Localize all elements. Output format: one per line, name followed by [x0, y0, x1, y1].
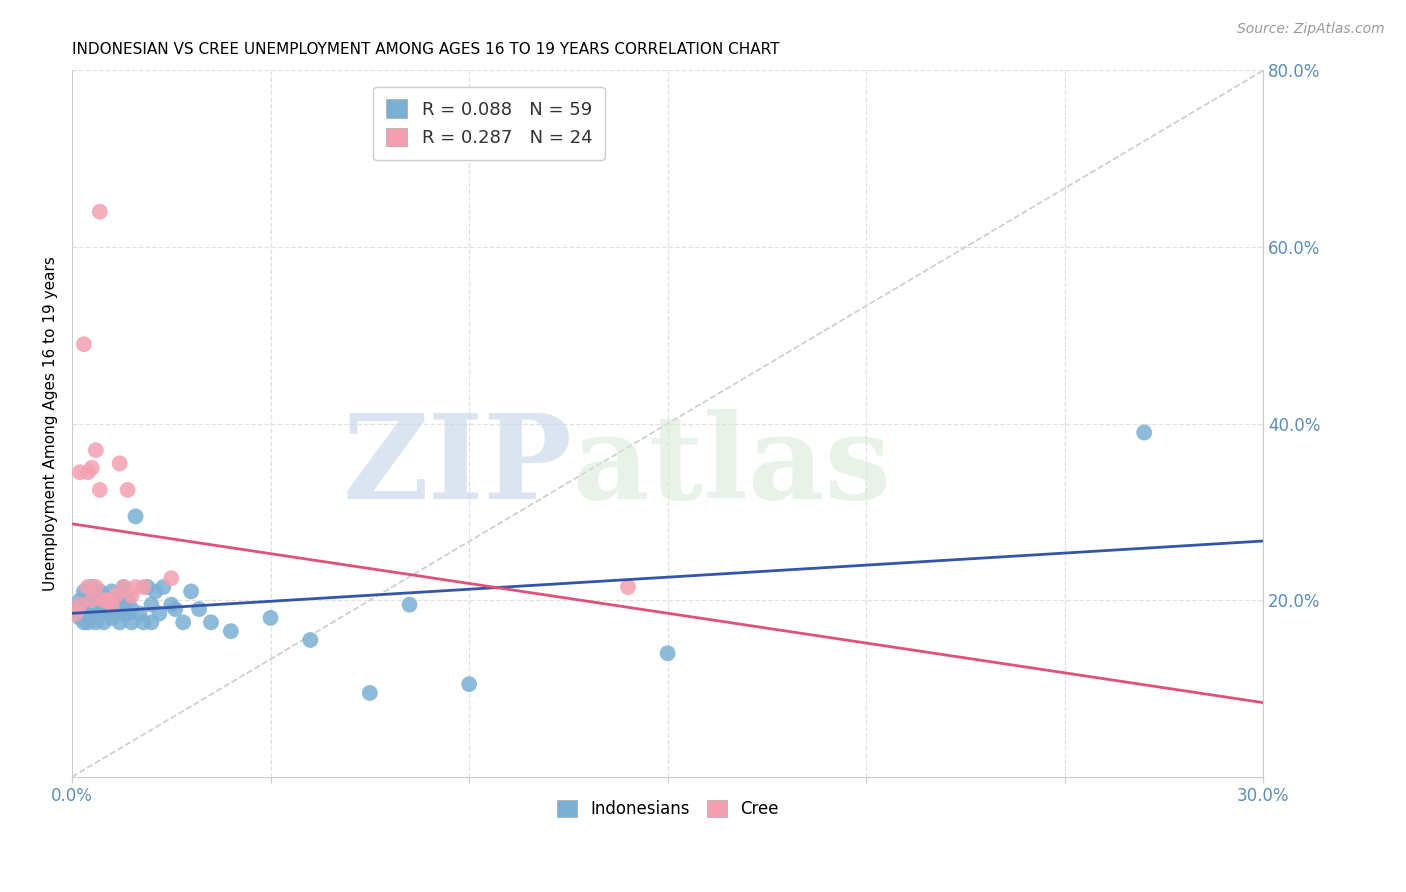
Point — [77, 465, 100, 479]
Point — [93, 602, 115, 616]
Point — [65, 607, 87, 621]
Point — [84, 443, 107, 458]
Point — [89, 483, 111, 497]
Point — [359, 686, 381, 700]
Point — [128, 607, 150, 621]
Point — [145, 584, 167, 599]
Point — [84, 615, 107, 630]
Point — [69, 611, 91, 625]
Point — [100, 584, 122, 599]
Point — [69, 598, 91, 612]
Point — [69, 465, 91, 479]
Point — [165, 602, 187, 616]
Point — [80, 580, 103, 594]
Point — [160, 571, 183, 585]
Point — [77, 615, 100, 630]
Point — [97, 607, 120, 621]
Point — [89, 584, 111, 599]
Point — [132, 580, 155, 594]
Point — [97, 593, 120, 607]
Point — [77, 607, 100, 621]
Point — [104, 589, 127, 603]
Point — [124, 509, 146, 524]
Point — [89, 204, 111, 219]
Point — [73, 337, 96, 351]
Point — [108, 598, 131, 612]
Point — [93, 589, 115, 603]
Point — [108, 456, 131, 470]
Point — [77, 580, 100, 594]
Point — [97, 593, 120, 607]
Point — [104, 607, 127, 621]
Point — [136, 580, 159, 594]
Text: Source: ZipAtlas.com: Source: ZipAtlas.com — [1237, 22, 1385, 37]
Text: INDONESIAN VS CREE UNEMPLOYMENT AMONG AGES 16 TO 19 YEARS CORRELATION CHART: INDONESIAN VS CREE UNEMPLOYMENT AMONG AG… — [72, 42, 779, 57]
Point — [617, 580, 640, 594]
Point — [141, 598, 163, 612]
Point — [100, 611, 122, 625]
Point — [80, 602, 103, 616]
Legend: Indonesians, Cree: Indonesians, Cree — [550, 794, 785, 825]
Point — [89, 598, 111, 612]
Y-axis label: Unemployment Among Ages 16 to 19 years: Unemployment Among Ages 16 to 19 years — [44, 256, 58, 591]
Point — [84, 607, 107, 621]
Point — [84, 580, 107, 594]
Point — [73, 615, 96, 630]
Point — [657, 646, 679, 660]
Text: ZIP: ZIP — [343, 409, 572, 524]
Point — [172, 615, 194, 630]
Point — [152, 580, 174, 594]
Text: atlas: atlas — [572, 409, 891, 524]
Point — [77, 593, 100, 607]
Point — [180, 584, 202, 599]
Point — [121, 602, 143, 616]
Point — [80, 593, 103, 607]
Point — [80, 589, 103, 603]
Point — [124, 580, 146, 594]
Point — [84, 593, 107, 607]
Point — [100, 598, 122, 612]
Point — [104, 593, 127, 607]
Point — [112, 580, 135, 594]
Point — [117, 593, 139, 607]
Point — [73, 598, 96, 612]
Point — [117, 607, 139, 621]
Point — [89, 607, 111, 621]
Point — [117, 483, 139, 497]
Point — [1133, 425, 1156, 440]
Point — [160, 598, 183, 612]
Point — [121, 589, 143, 603]
Point — [80, 460, 103, 475]
Point — [69, 593, 91, 607]
Point — [299, 632, 322, 647]
Point — [219, 624, 242, 639]
Point — [112, 607, 135, 621]
Point — [93, 615, 115, 630]
Point — [121, 615, 143, 630]
Point — [188, 602, 211, 616]
Point — [108, 615, 131, 630]
Point — [112, 580, 135, 594]
Point — [200, 615, 222, 630]
Point — [132, 615, 155, 630]
Point — [65, 602, 87, 616]
Point — [73, 584, 96, 599]
Point — [100, 598, 122, 612]
Point — [398, 598, 420, 612]
Point — [93, 593, 115, 607]
Point — [141, 615, 163, 630]
Point — [148, 607, 170, 621]
Point — [259, 611, 281, 625]
Point — [458, 677, 481, 691]
